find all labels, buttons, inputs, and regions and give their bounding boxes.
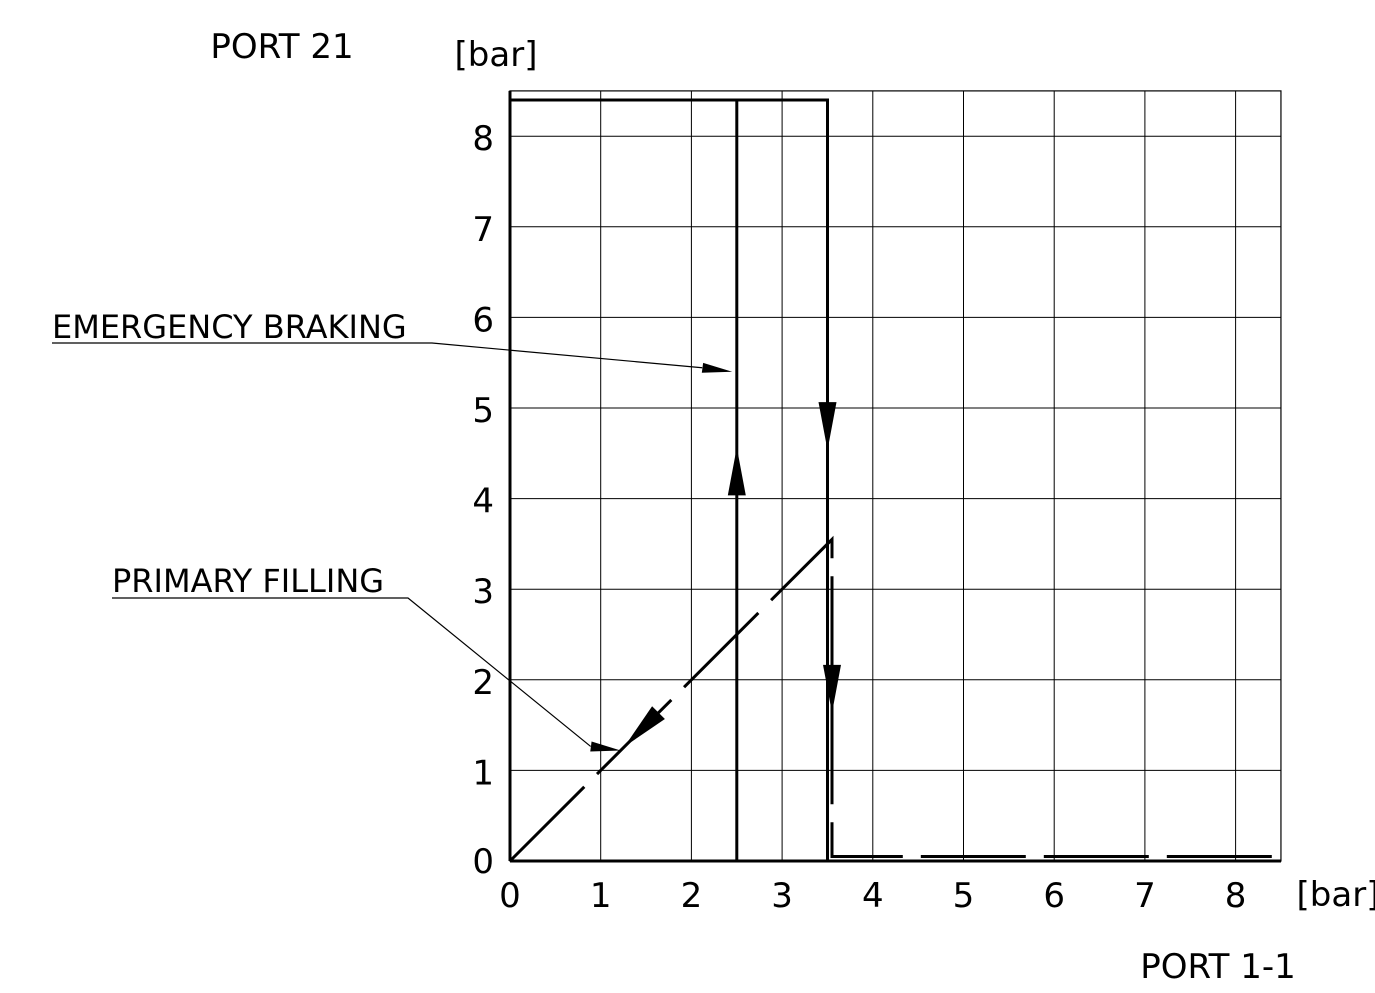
series-2-direction-arrow-3 [823, 664, 841, 713]
x-axis-port-label: PORT 1-1 [1140, 947, 1296, 987]
x-axis-unit-label: [bar] [1297, 875, 1375, 915]
grid [510, 90, 1281, 861]
series-0-direction-arrow-0 [818, 402, 837, 451]
y-tick-label-3: 3 [472, 572, 494, 612]
y-tick-label-8: 8 [472, 119, 494, 159]
x-tick-label-5: 5 [953, 876, 975, 916]
x-tick-label-6: 6 [1043, 876, 1065, 916]
annotation-label-0: EMERGENCY BRAKING [52, 308, 407, 346]
series-0-solid-line [510, 98, 1281, 863]
x-tick-label-0: 0 [499, 876, 521, 916]
annotation-arrowhead-0 [701, 362, 733, 373]
y-tick-label-1: 1 [472, 753, 494, 793]
annotation-label-1: PRIMARY FILLING [112, 562, 384, 600]
y-tick-label-7: 7 [472, 210, 494, 250]
y-tick-label-5: 5 [472, 391, 494, 431]
series [508, 98, 1281, 863]
tick-labels: 0 1 2 3 4 5 6 7 8 0 1 2 3 4 5 6 7 8 [472, 119, 1246, 916]
annotation-arrowhead-1 [590, 741, 621, 752]
x-tick-label-4: 4 [862, 876, 884, 916]
direction-arrows [624, 402, 841, 747]
y-tick-label-6: 6 [472, 300, 494, 340]
series-2-dashed-line [508, 535, 1281, 863]
series-2-direction-arrow-2 [624, 706, 665, 747]
y-axis-port-label: PORT 21 [210, 27, 353, 67]
annotation-leader-0 [52, 342, 703, 369]
y-tick-label-4: 4 [472, 482, 494, 522]
annotation-leader-1 [112, 597, 592, 747]
y-tick-label-0: 0 [472, 842, 494, 882]
y-tick-label-2: 2 [472, 663, 494, 703]
x-tick-label-8: 8 [1225, 876, 1247, 916]
x-tick-label-3: 3 [771, 876, 793, 916]
x-tick-label-7: 7 [1134, 876, 1156, 916]
annotations: EMERGENCY BRAKING PRIMARY FILLING [52, 308, 733, 752]
x-tick-label-2: 2 [681, 876, 703, 916]
x-tick-label-1: 1 [590, 876, 612, 916]
y-axis-unit-label: [bar] [455, 35, 538, 75]
series-1-direction-arrow-1 [727, 447, 746, 496]
